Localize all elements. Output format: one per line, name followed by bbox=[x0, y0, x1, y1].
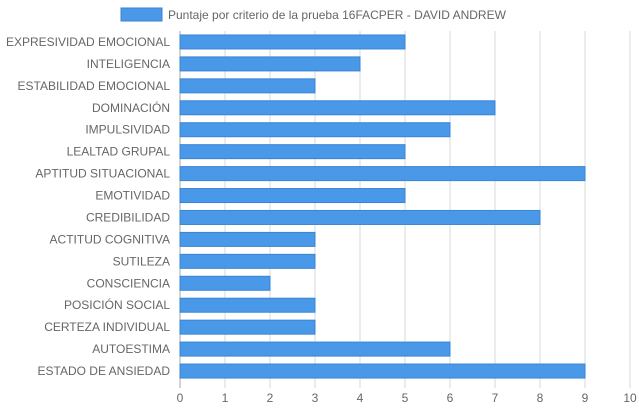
x-tick-label: 8 bbox=[537, 391, 544, 405]
bar[interactable] bbox=[179, 166, 586, 182]
category-label: CONSCIENCIA bbox=[87, 276, 170, 290]
x-tick-label: 2 bbox=[267, 391, 274, 405]
category-label: ACTITUD COGNITIVA bbox=[50, 232, 170, 246]
x-tick-label: 0 bbox=[177, 391, 184, 405]
bar[interactable] bbox=[179, 253, 316, 269]
x-tick-label: 9 bbox=[582, 391, 589, 405]
bar[interactable] bbox=[179, 78, 316, 94]
x-tick-label: 7 bbox=[492, 391, 499, 405]
bars bbox=[179, 34, 586, 379]
bar[interactable] bbox=[179, 319, 316, 335]
legend: Puntaje por criterio de la prueba 16FACP… bbox=[120, 7, 507, 22]
category-label: EXPRESIVIDAD EMOCIONAL bbox=[6, 35, 170, 49]
bar[interactable] bbox=[179, 363, 586, 379]
bar[interactable] bbox=[179, 297, 316, 313]
x-tick-label: 10 bbox=[623, 391, 637, 405]
category-label: CREDIBILIDAD bbox=[86, 210, 170, 224]
category-label: INTELIGENCIA bbox=[87, 57, 170, 71]
category-label: AUTOESTIMA bbox=[92, 342, 170, 356]
category-label: EMOTIVIDAD bbox=[95, 189, 170, 203]
bar[interactable] bbox=[179, 341, 451, 357]
bar[interactable] bbox=[179, 275, 271, 291]
category-label: DOMINACIÓN bbox=[92, 100, 170, 115]
x-tick-label: 1 bbox=[222, 391, 229, 405]
x-tick-label: 6 bbox=[447, 391, 454, 405]
bar[interactable] bbox=[179, 56, 361, 72]
bar[interactable] bbox=[179, 144, 406, 160]
bar[interactable] bbox=[179, 100, 496, 116]
bar[interactable] bbox=[179, 209, 541, 225]
bar[interactable] bbox=[179, 188, 406, 204]
bar[interactable] bbox=[179, 34, 406, 50]
category-label: SUTILEZA bbox=[113, 254, 170, 268]
x-tick-label: 3 bbox=[312, 391, 319, 405]
category-labels: EXPRESIVIDAD EMOCIONAL INTELIGENCIA ESTABI… bbox=[6, 35, 170, 378]
category-label: ESTADO DE ANSIEDAD bbox=[38, 364, 171, 378]
bar[interactable] bbox=[179, 231, 316, 247]
category-label: APTITUD SITUACIONAL bbox=[35, 167, 170, 181]
category-label: IMPULSIVIDAD bbox=[85, 123, 170, 137]
legend-label: Puntaje por criterio de la prueba 16FACP… bbox=[168, 8, 507, 22]
category-label: CERTEZA INDIVIDUAL bbox=[44, 320, 170, 334]
x-tick-labels: 0 1 2 3 4 5 6 7 8 9 10 bbox=[177, 391, 637, 405]
x-tick-label: 4 bbox=[357, 391, 364, 405]
category-label: LEALTAD GRUPAL bbox=[67, 145, 171, 159]
category-label: ESTABILIDAD EMOCIONAL bbox=[18, 79, 171, 93]
category-label: POSICIÓN SOCIAL bbox=[64, 297, 170, 312]
bar[interactable] bbox=[179, 122, 451, 138]
legend-swatch bbox=[120, 7, 163, 22]
x-tick-label: 5 bbox=[402, 391, 409, 405]
